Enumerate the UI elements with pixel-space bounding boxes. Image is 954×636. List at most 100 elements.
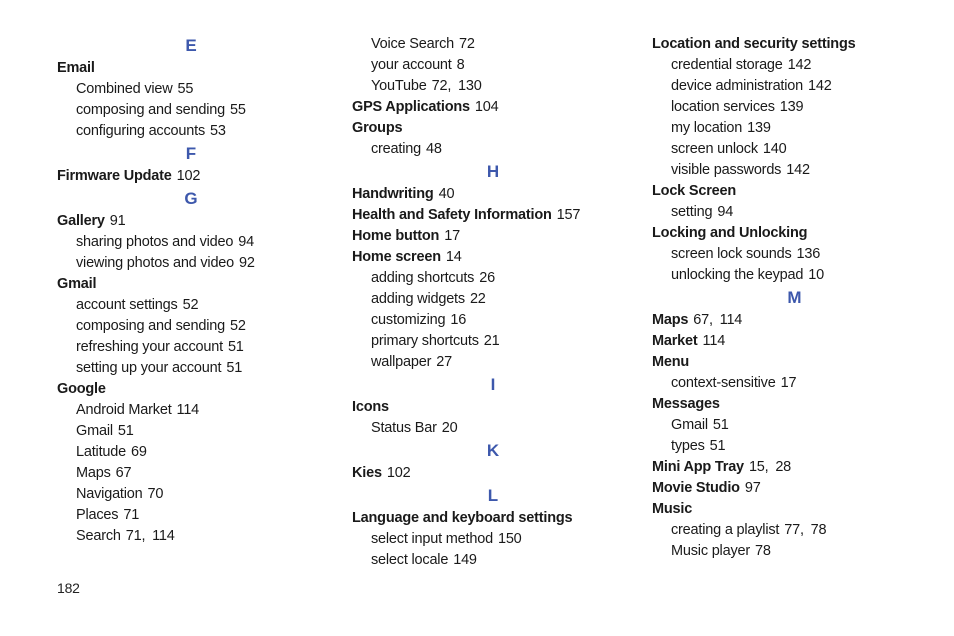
entry-label: configuring accounts bbox=[76, 123, 205, 139]
entry-label: my location bbox=[671, 120, 743, 136]
entry-label: Gmail bbox=[57, 276, 97, 292]
index-subentry: Voice Search 72 bbox=[352, 34, 634, 55]
entry-pages: 21 bbox=[483, 333, 500, 349]
entry-label: Lock Screen bbox=[652, 183, 737, 199]
index-subentry: Places 71 bbox=[57, 505, 325, 526]
entry-label: select locale bbox=[371, 552, 449, 568]
entry-label: account settings bbox=[76, 297, 178, 313]
index-entry: Maps 67, 114 bbox=[652, 310, 937, 331]
entry-pages: 136 bbox=[796, 246, 821, 262]
entry-label: Market bbox=[652, 333, 698, 349]
index-subentry: screen lock sounds 136 bbox=[652, 244, 937, 265]
index-subentry: Android Market 114 bbox=[57, 400, 325, 421]
entry-label: your account bbox=[371, 57, 452, 73]
index-entry: GPS Applications 104 bbox=[352, 97, 634, 118]
entry-label: customizing bbox=[371, 312, 446, 328]
entry-pages: 55 bbox=[177, 81, 194, 97]
entry-pages: 70 bbox=[147, 486, 164, 502]
entry-label: Messages bbox=[652, 396, 720, 412]
index-subentry: viewing photos and video 92 bbox=[57, 253, 325, 274]
index-letter-header: G bbox=[184, 189, 198, 208]
index-entry: Mini App Tray 15, 28 bbox=[652, 457, 937, 478]
index-entry: Home screen 14 bbox=[352, 247, 634, 268]
index-entry: Handwriting 40 bbox=[352, 184, 634, 205]
entry-pages: 92 bbox=[239, 255, 255, 271]
entry-pages: 69 bbox=[131, 444, 147, 460]
entry-label: Gallery bbox=[57, 213, 105, 229]
index-entry: Market 114 bbox=[652, 331, 937, 352]
entry-pages: 91 bbox=[109, 213, 126, 229]
entry-label: YouTube bbox=[371, 78, 427, 94]
index-entry: Messages bbox=[652, 394, 937, 415]
entry-label: Search bbox=[76, 528, 121, 544]
index-subentry: customizing 16 bbox=[352, 310, 634, 331]
index-subentry: select locale 149 bbox=[352, 550, 634, 571]
index-subentry: credential storage 142 bbox=[652, 55, 937, 76]
entry-pages: 139 bbox=[779, 99, 804, 115]
index-letter-header: I bbox=[490, 375, 496, 394]
entry-label: Music bbox=[652, 501, 693, 517]
entry-label: Mini App Tray bbox=[652, 459, 744, 475]
index-entry: Icons bbox=[352, 397, 634, 418]
index-entry: Groups bbox=[352, 118, 634, 139]
entry-label: types bbox=[671, 438, 705, 454]
entry-pages: 142 bbox=[787, 57, 812, 73]
entry-pages: 51 bbox=[226, 360, 243, 376]
index-subentry: screen unlock 140 bbox=[652, 139, 937, 160]
entry-pages: 14 bbox=[445, 249, 462, 265]
entry-pages: 22 bbox=[469, 291, 486, 307]
index-column-2: Voice Search 72 your account 8 YouTube 72, 13… bbox=[352, 34, 634, 571]
entry-pages: 77, 78 bbox=[784, 522, 827, 538]
entry-label: Home screen bbox=[352, 249, 441, 265]
entry-label: composing and sending bbox=[76, 318, 225, 334]
entry-pages: 94 bbox=[238, 234, 254, 250]
index-entry: Google bbox=[57, 379, 325, 400]
entry-pages: 26 bbox=[479, 270, 495, 286]
entry-pages: 17 bbox=[780, 375, 797, 391]
index-subentry: configuring accounts 53 bbox=[57, 121, 325, 142]
entry-pages: 52 bbox=[229, 318, 246, 334]
index-letter-header: M bbox=[787, 288, 802, 307]
entry-label: unlocking the keypad bbox=[671, 267, 804, 283]
index-subentry: creating 48 bbox=[352, 139, 634, 160]
index-subentry: setting 94 bbox=[652, 202, 937, 223]
index-subentry: composing and sending 55 bbox=[57, 100, 325, 121]
entry-label: Groups bbox=[352, 120, 403, 136]
entry-pages: 20 bbox=[441, 420, 458, 436]
entry-label: Maps bbox=[76, 465, 111, 481]
index-subentry: my location 139 bbox=[652, 118, 937, 139]
index-subentry: Latitude 69 bbox=[57, 442, 325, 463]
index-subentry: visible passwords 142 bbox=[652, 160, 937, 181]
index-subentry: refreshing your account 51 bbox=[57, 337, 325, 358]
index-letter-header: L bbox=[487, 486, 499, 505]
entry-label: adding shortcuts bbox=[371, 270, 475, 286]
entry-label: Music player bbox=[671, 543, 750, 559]
entry-label: Places bbox=[76, 507, 119, 523]
entry-label: Android Market bbox=[76, 402, 172, 418]
entry-label: Icons bbox=[352, 399, 389, 415]
entry-pages: 78 bbox=[755, 543, 771, 559]
entry-label: creating bbox=[371, 141, 421, 157]
entry-label: Movie Studio bbox=[652, 480, 740, 496]
entry-pages: 142 bbox=[786, 162, 810, 178]
entry-label: Language and keyboard settings bbox=[352, 510, 573, 526]
entry-label: device administration bbox=[671, 78, 804, 94]
entry-pages: 67 bbox=[115, 465, 132, 481]
index-entry: Locking and Unlocking bbox=[652, 223, 937, 244]
index-subentry: device administration 142 bbox=[652, 76, 937, 97]
index-subentry: account settings 52 bbox=[57, 295, 325, 316]
entry-label: screen lock sounds bbox=[671, 246, 792, 262]
entry-pages: 53 bbox=[210, 123, 226, 139]
entry-pages: 97 bbox=[744, 480, 761, 496]
entry-pages: 52 bbox=[182, 297, 199, 313]
entry-pages: 142 bbox=[808, 78, 832, 94]
entry-pages: 71, 114 bbox=[125, 528, 175, 544]
entry-label: Latitude bbox=[76, 444, 126, 460]
entry-label: wallpaper bbox=[371, 354, 432, 370]
entry-pages: 104 bbox=[474, 99, 499, 115]
index-entry: Home button 17 bbox=[352, 226, 634, 247]
index-entry: Email bbox=[57, 58, 325, 79]
entry-label: credential storage bbox=[671, 57, 783, 73]
entry-label: viewing photos and video bbox=[76, 255, 235, 271]
